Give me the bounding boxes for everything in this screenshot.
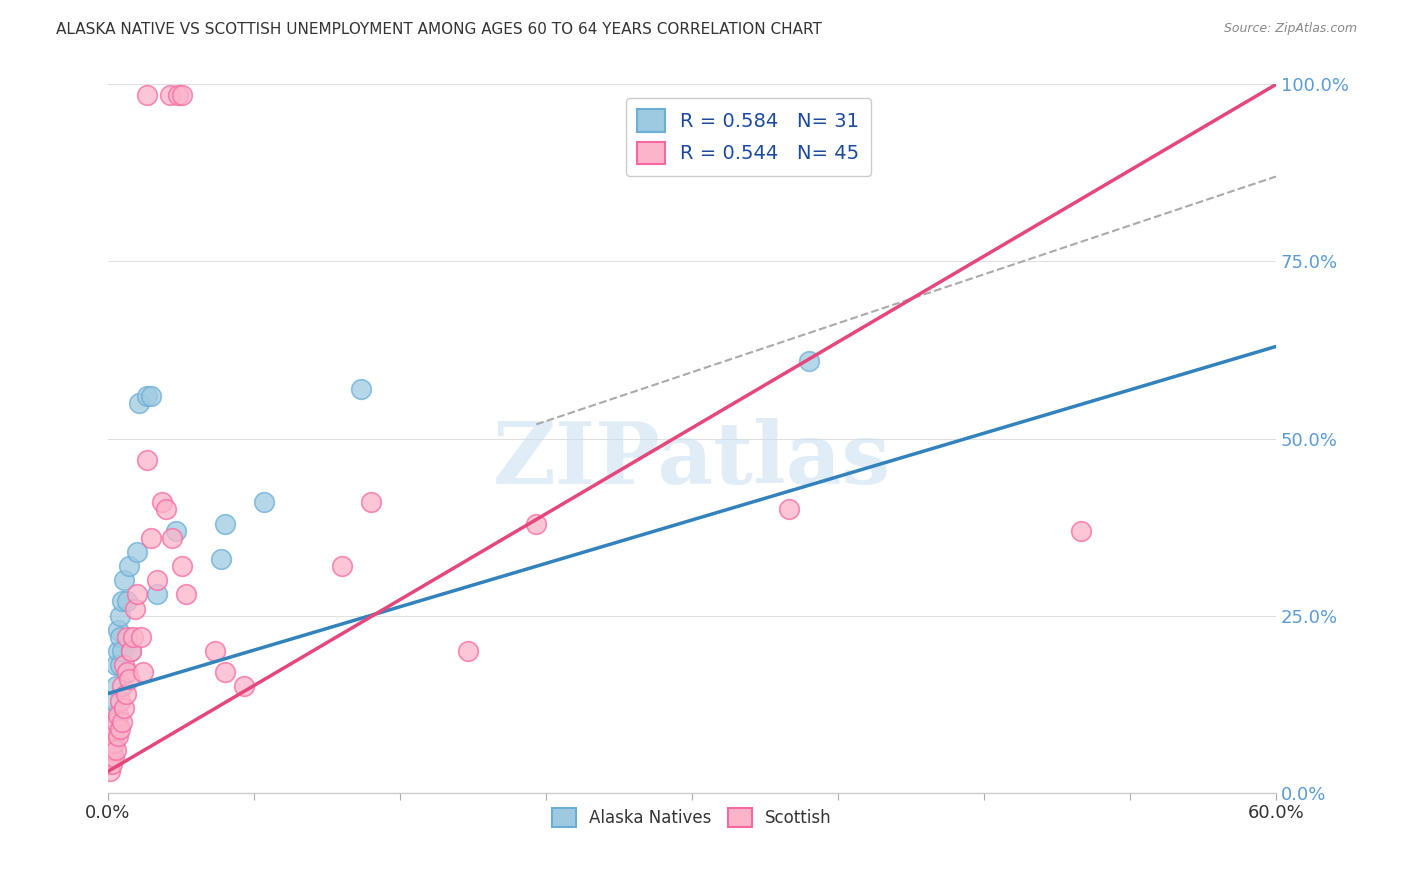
Point xyxy=(797,353,820,368)
Point xyxy=(117,630,139,644)
Point xyxy=(118,559,141,574)
Point xyxy=(167,88,190,103)
Point xyxy=(98,736,121,750)
Text: ZIPatlas: ZIPatlas xyxy=(494,417,891,502)
Point xyxy=(117,665,139,680)
Point xyxy=(127,545,149,559)
Point xyxy=(174,587,197,601)
Point xyxy=(145,587,167,601)
Point xyxy=(110,644,132,658)
Point xyxy=(114,686,136,700)
Point xyxy=(135,452,157,467)
Point xyxy=(160,531,183,545)
Text: Source: ZipAtlas.com: Source: ZipAtlas.com xyxy=(1223,22,1357,36)
Point xyxy=(101,750,124,764)
Point xyxy=(204,644,226,658)
Point xyxy=(233,680,256,694)
Point xyxy=(101,757,124,772)
Point xyxy=(103,707,125,722)
Point xyxy=(457,644,479,658)
Point xyxy=(107,714,129,729)
Point xyxy=(112,573,135,587)
Point xyxy=(330,559,353,574)
Point xyxy=(108,722,131,736)
Point xyxy=(103,693,125,707)
Point xyxy=(118,673,141,687)
Point xyxy=(120,644,142,658)
Legend: Alaska Natives, Scottish: Alaska Natives, Scottish xyxy=(546,801,838,834)
Point xyxy=(1070,524,1092,538)
Point xyxy=(209,552,232,566)
Point xyxy=(101,743,124,757)
Text: ALASKA NATIVE VS SCOTTISH UNEMPLOYMENT AMONG AGES 60 TO 64 YEARS CORRELATION CHA: ALASKA NATIVE VS SCOTTISH UNEMPLOYMENT A… xyxy=(56,22,823,37)
Point xyxy=(152,495,174,509)
Point xyxy=(360,495,382,509)
Point xyxy=(139,531,162,545)
Point xyxy=(112,658,135,673)
Point xyxy=(139,389,162,403)
Point xyxy=(165,524,187,538)
Point xyxy=(103,729,125,743)
Point xyxy=(103,736,125,750)
Point xyxy=(135,389,157,403)
Point xyxy=(110,594,132,608)
Point xyxy=(117,594,139,608)
Point xyxy=(108,693,131,707)
Point xyxy=(112,700,135,714)
Point xyxy=(103,722,125,736)
Point xyxy=(129,630,152,644)
Point xyxy=(155,502,177,516)
Point xyxy=(253,495,276,509)
Point xyxy=(108,658,131,673)
Point xyxy=(524,516,547,531)
Point xyxy=(107,707,129,722)
Point xyxy=(98,757,121,772)
Point xyxy=(778,502,800,516)
Point xyxy=(145,573,167,587)
Point xyxy=(108,630,131,644)
Point xyxy=(107,623,129,637)
Point xyxy=(350,382,373,396)
Point xyxy=(135,88,157,103)
Point xyxy=(122,630,145,644)
Point xyxy=(98,750,121,764)
Point xyxy=(124,601,146,615)
Point xyxy=(107,729,129,743)
Point xyxy=(104,714,127,729)
Point xyxy=(107,644,129,658)
Point xyxy=(101,736,124,750)
Point xyxy=(108,608,131,623)
Point xyxy=(170,559,193,574)
Point xyxy=(103,750,125,764)
Point xyxy=(104,658,127,673)
Point xyxy=(132,665,155,680)
Point xyxy=(104,743,127,757)
Point xyxy=(120,644,142,658)
Point xyxy=(110,680,132,694)
Point xyxy=(214,516,236,531)
Point xyxy=(159,88,181,103)
Point xyxy=(128,396,150,410)
Point xyxy=(104,680,127,694)
Point xyxy=(170,88,193,103)
Point xyxy=(214,665,236,680)
Point xyxy=(110,714,132,729)
Point xyxy=(127,587,149,601)
Point xyxy=(98,764,121,779)
